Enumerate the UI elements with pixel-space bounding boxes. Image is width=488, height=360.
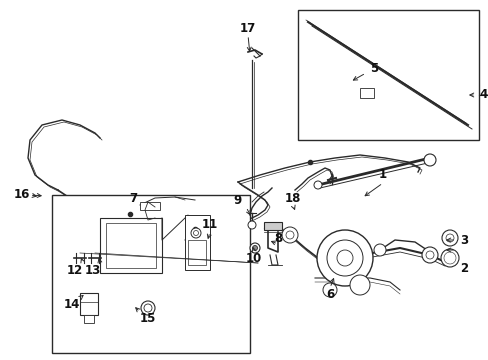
- Text: 4: 4: [479, 89, 487, 102]
- Text: 8: 8: [273, 231, 282, 244]
- Text: 7: 7: [129, 192, 137, 204]
- Circle shape: [444, 253, 454, 263]
- Text: 13: 13: [85, 264, 101, 276]
- Circle shape: [313, 181, 321, 189]
- Bar: [84, 315, 94, 323]
- Text: 10: 10: [245, 252, 262, 265]
- Text: 14: 14: [63, 298, 80, 311]
- Circle shape: [252, 246, 257, 251]
- Text: 18: 18: [284, 192, 301, 204]
- Circle shape: [446, 255, 452, 261]
- Text: 11: 11: [202, 219, 218, 231]
- Bar: [80, 293, 98, 315]
- Circle shape: [349, 275, 369, 295]
- Bar: [184, 215, 209, 270]
- Text: 16: 16: [14, 189, 30, 202]
- Circle shape: [285, 231, 293, 239]
- Text: 3: 3: [459, 234, 467, 247]
- Circle shape: [323, 283, 336, 297]
- Text: 12: 12: [67, 264, 83, 276]
- Circle shape: [441, 230, 457, 246]
- Circle shape: [249, 243, 260, 253]
- Circle shape: [443, 252, 455, 264]
- Circle shape: [445, 234, 453, 242]
- Circle shape: [193, 230, 198, 235]
- Text: 15: 15: [140, 311, 156, 324]
- Circle shape: [373, 244, 385, 256]
- Text: 6: 6: [325, 288, 333, 302]
- Text: 17: 17: [240, 22, 256, 35]
- Circle shape: [141, 301, 155, 315]
- Text: 1: 1: [378, 168, 386, 181]
- Text: 5: 5: [369, 62, 377, 75]
- Text: 9: 9: [232, 194, 241, 207]
- Circle shape: [425, 251, 433, 259]
- Bar: [52, 195, 249, 353]
- Bar: [264, 222, 282, 230]
- Circle shape: [423, 154, 435, 166]
- Circle shape: [421, 247, 437, 263]
- Bar: [140, 202, 160, 210]
- Circle shape: [336, 250, 352, 266]
- Bar: [359, 88, 373, 98]
- Circle shape: [247, 221, 256, 229]
- Bar: [106, 223, 156, 268]
- Circle shape: [143, 304, 152, 312]
- Circle shape: [191, 228, 201, 238]
- Circle shape: [326, 240, 362, 276]
- Bar: [187, 240, 205, 265]
- Circle shape: [282, 227, 297, 243]
- Circle shape: [440, 249, 458, 267]
- Circle shape: [316, 230, 372, 286]
- Text: 2: 2: [459, 261, 467, 274]
- Bar: [100, 218, 162, 273]
- Bar: [297, 10, 478, 140]
